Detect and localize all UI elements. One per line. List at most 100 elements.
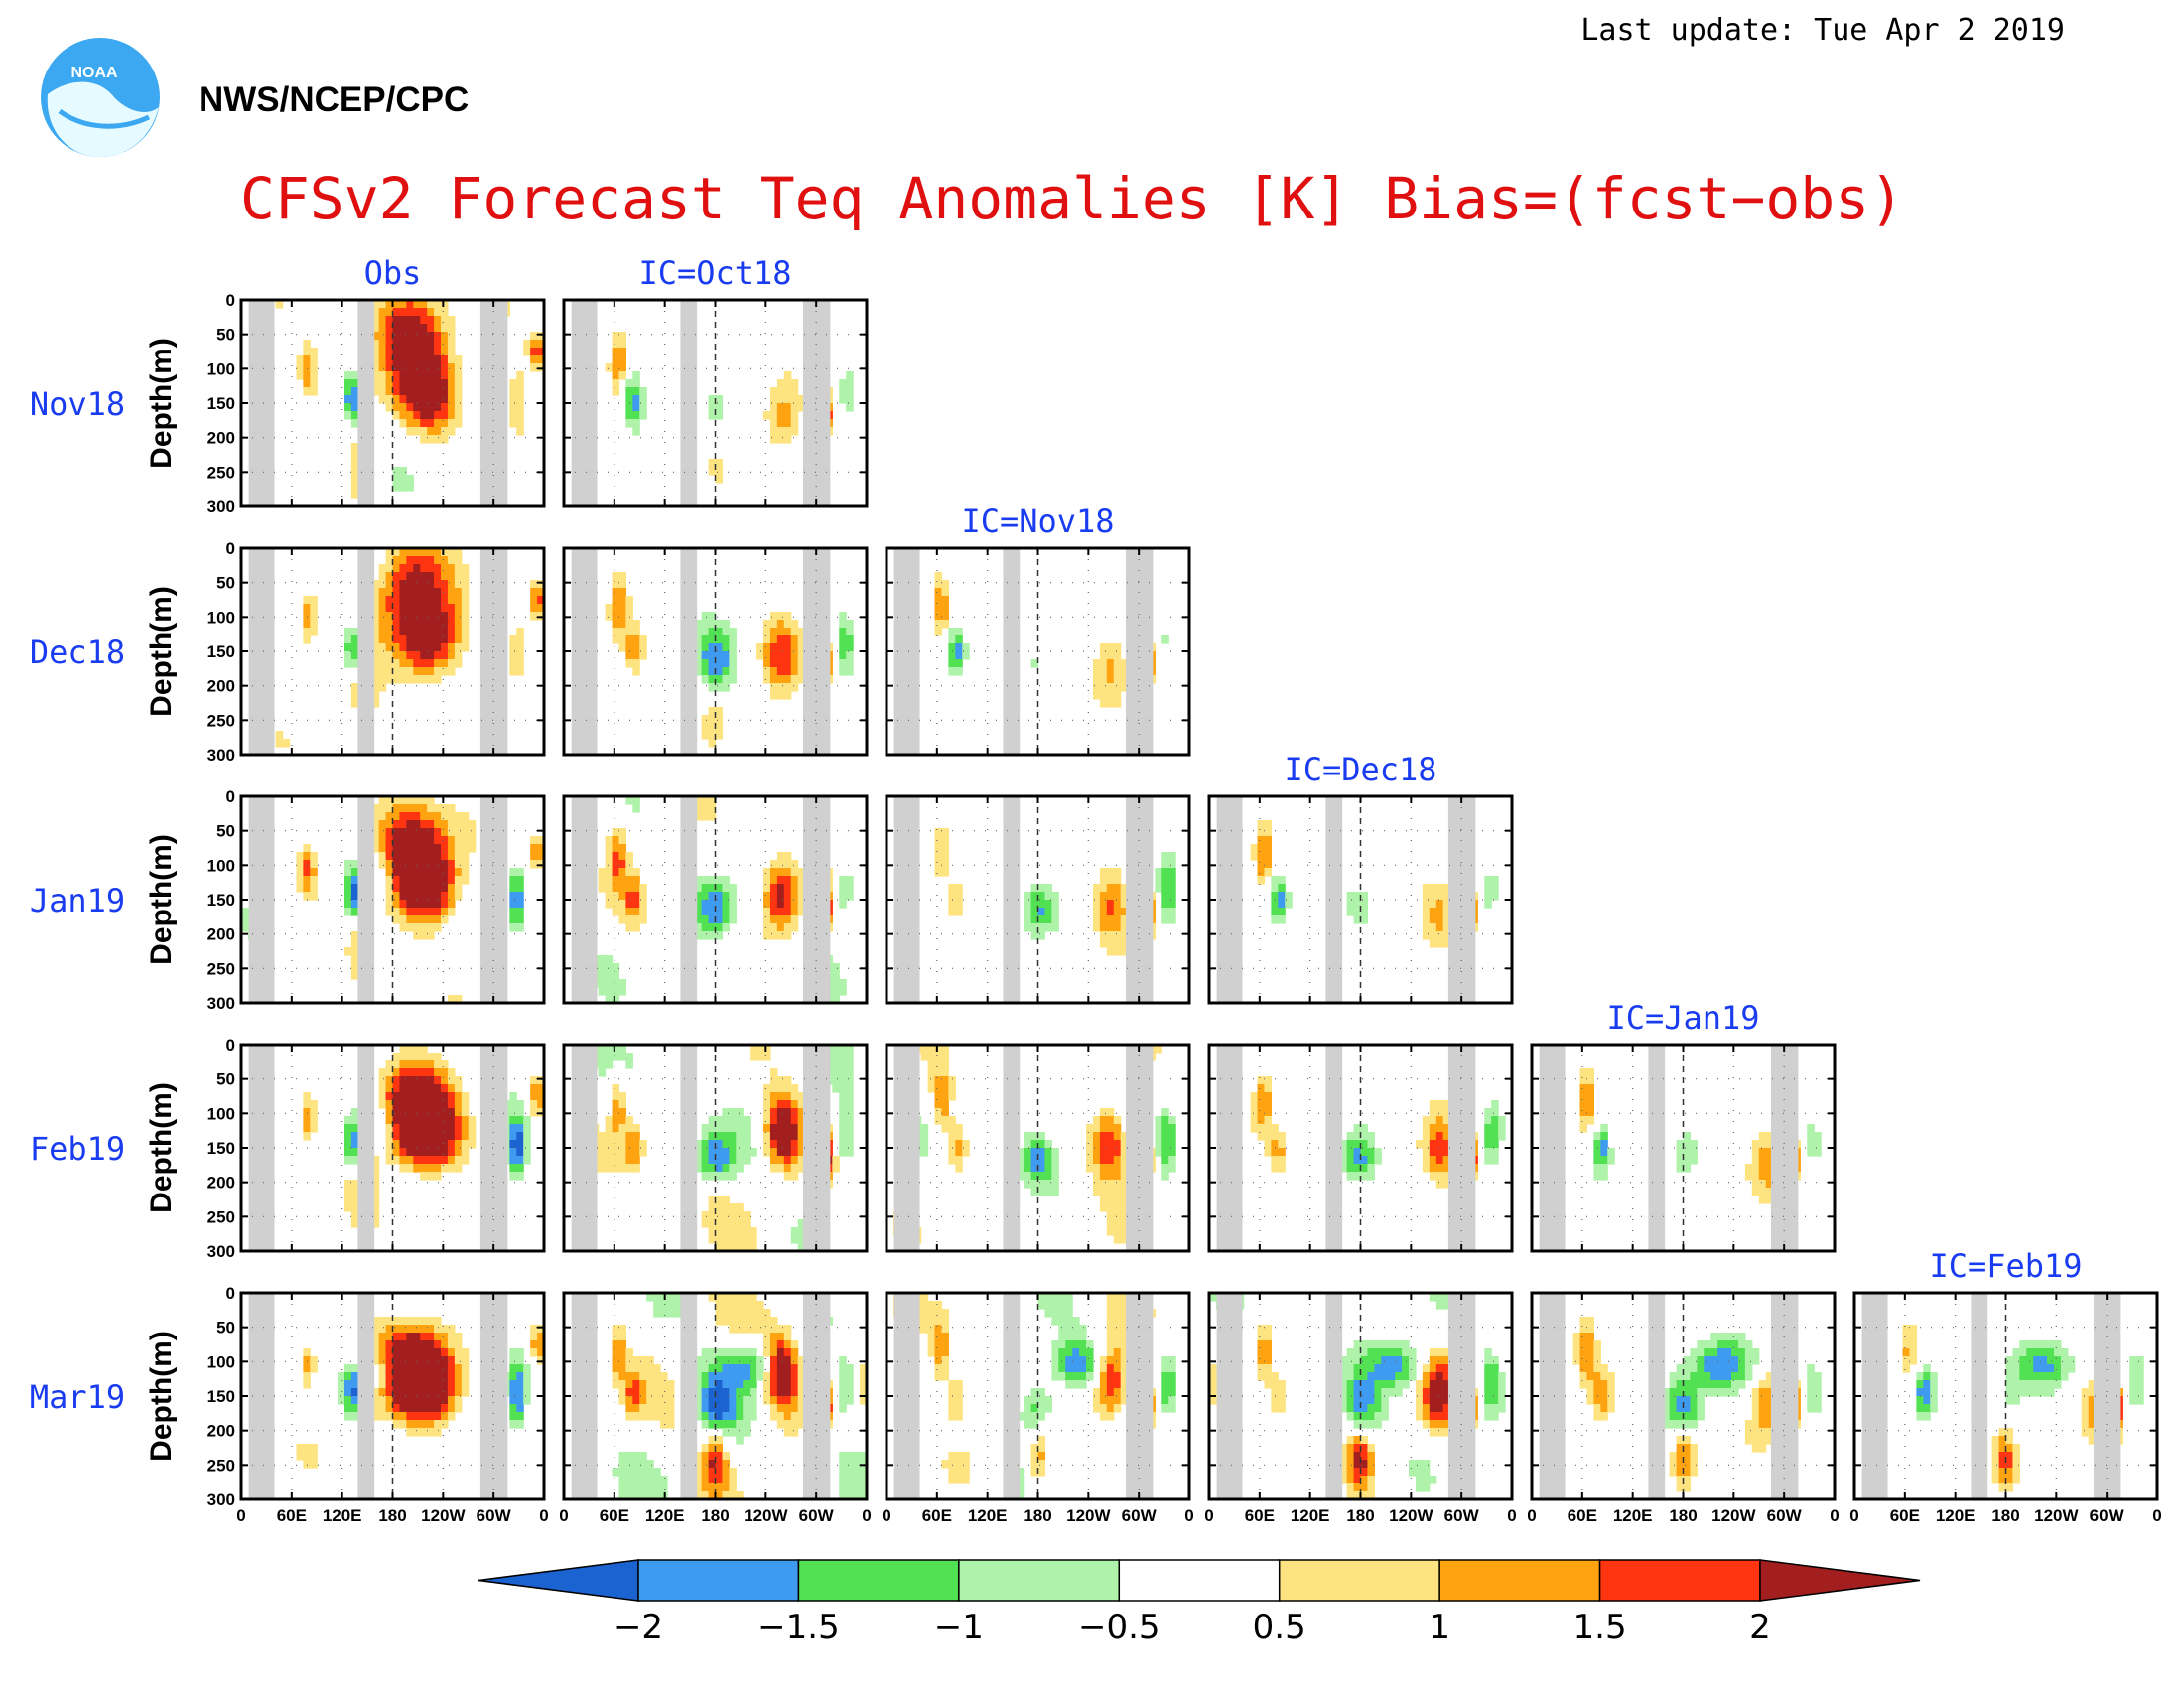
anomaly-cell: [1676, 1396, 1685, 1405]
anomaly-cell: [955, 628, 963, 636]
anomaly-cell: [427, 620, 435, 629]
anomaly-cell: [454, 387, 463, 396]
anomaly-cell: [1758, 1388, 1767, 1397]
anomaly-cell: [1572, 1356, 1581, 1365]
anomaly-cell: [783, 659, 792, 668]
anomaly-cell: [660, 1420, 668, 1429]
anomaly-cell: [708, 643, 717, 652]
anomaly-cell: [399, 1164, 407, 1173]
anomaly-cell: [1051, 900, 1059, 909]
anomaly-cell: [509, 1148, 517, 1157]
anomaly-cell: [776, 387, 785, 396]
anomaly-cell: [516, 651, 524, 660]
anomaly-cell: [769, 612, 778, 621]
anomaly-cell: [427, 1116, 435, 1125]
anomaly-cell: [1360, 1140, 1369, 1149]
anomaly-cell: [743, 1396, 751, 1405]
anomaly-cell: [2088, 1420, 2097, 1429]
anomaly-cell: [303, 868, 311, 877]
anomaly-cell: [1037, 1301, 1046, 1310]
land-mask: [357, 796, 372, 1003]
anomaly-cell: [612, 828, 620, 837]
land-mask: [1125, 796, 1154, 1003]
anomaly-cell: [1484, 1140, 1492, 1149]
anomaly-cell: [1731, 1380, 1739, 1389]
anomaly-cell: [618, 1124, 626, 1133]
anomaly-cell: [715, 1148, 724, 1157]
anomaly-cell: [625, 860, 633, 869]
anomaly-cell: [392, 363, 401, 372]
anomaly-cell: [1442, 1108, 1451, 1117]
anomaly-cell: [461, 604, 470, 613]
anomaly-cell: [1593, 1172, 1601, 1181]
anomaly-cell: [763, 915, 771, 924]
anomaly-cell: [715, 1243, 724, 1251]
anomaly-cell: [1690, 1412, 1698, 1421]
anomaly-cell: [1099, 923, 1108, 932]
anomaly-cell: [769, 435, 778, 444]
anomaly-cell: [625, 596, 633, 605]
anomaly-cell: [955, 1396, 963, 1405]
anomaly-cell: [934, 628, 943, 636]
anomaly-cell: [1442, 1364, 1451, 1373]
anomaly-cell: [1415, 1460, 1424, 1469]
anomaly-cell: [2088, 1436, 2097, 1445]
anomaly-cell: [769, 403, 778, 412]
anomaly-cell: [1339, 1404, 1348, 1413]
anomaly-cell: [1579, 1380, 1588, 1389]
anomaly-cell: [1491, 1100, 1499, 1109]
anomaly-cell: [1051, 1309, 1059, 1318]
anomaly-cell: [1037, 1436, 1046, 1445]
anomaly-cell: [783, 651, 792, 660]
anomaly-cell: [2047, 1388, 2055, 1397]
anomaly-cell: [413, 1156, 421, 1165]
anomaly-cell: [934, 1364, 943, 1373]
anomaly-cell: [1484, 1148, 1492, 1157]
anomaly-cell: [763, 1333, 771, 1341]
anomaly-cell: [941, 1084, 949, 1093]
anomaly-cell: [1724, 1340, 1732, 1349]
anomaly-cell: [860, 1483, 867, 1492]
anomaly-cell: [625, 395, 633, 404]
anomaly-cell: [618, 1045, 626, 1054]
x-tick-label: 60W: [1444, 1506, 1480, 1525]
anomaly-cell: [1113, 1235, 1122, 1244]
anomaly-cell: [920, 1325, 929, 1334]
anomaly-cell: [934, 852, 943, 861]
anomaly-cell: [955, 651, 963, 660]
anomaly-cell: [371, 828, 380, 837]
anomaly-cell: [646, 1388, 654, 1397]
anomaly-cell: [1381, 1364, 1389, 1373]
anomaly-cell: [941, 1348, 949, 1357]
anomaly-cell: [694, 1380, 703, 1389]
anomaly-cell: [1442, 1293, 1451, 1302]
panel-Dec18-IC=Oct18: [562, 546, 869, 757]
anomaly-cell: [447, 564, 456, 573]
anomaly-cell: [1374, 1372, 1382, 1381]
anomaly-cell: [523, 348, 531, 356]
anomaly-cell: [729, 1301, 737, 1310]
anomaly-cell: [385, 1380, 394, 1389]
anomaly-cell: [385, 1348, 394, 1357]
anomaly-cell: [790, 1235, 799, 1244]
anomaly-cell: [413, 876, 421, 885]
anomaly-cell: [715, 1364, 724, 1373]
anomaly-cell: [1079, 1356, 1087, 1365]
anomaly-cell: [509, 419, 517, 428]
anomaly-cell: [1683, 1156, 1692, 1165]
anomaly-cell: [420, 860, 428, 869]
anomaly-cell: [420, 1100, 428, 1109]
anomaly-cell: [454, 363, 463, 372]
anomaly-cell: [605, 1116, 614, 1125]
anomaly-cell: [434, 1356, 442, 1365]
land-mask: [1125, 1045, 1154, 1251]
anomaly-cell: [1360, 908, 1369, 916]
anomaly-cell: [1209, 1364, 1217, 1373]
anomaly-cell: [934, 612, 943, 621]
anomaly-cell: [454, 884, 463, 893]
anomaly-cell: [378, 604, 387, 613]
anomaly-cell: [516, 1388, 524, 1397]
anomaly-cell: [1491, 1116, 1499, 1125]
anomaly-cell: [350, 651, 359, 660]
anomaly-cell: [413, 931, 421, 940]
